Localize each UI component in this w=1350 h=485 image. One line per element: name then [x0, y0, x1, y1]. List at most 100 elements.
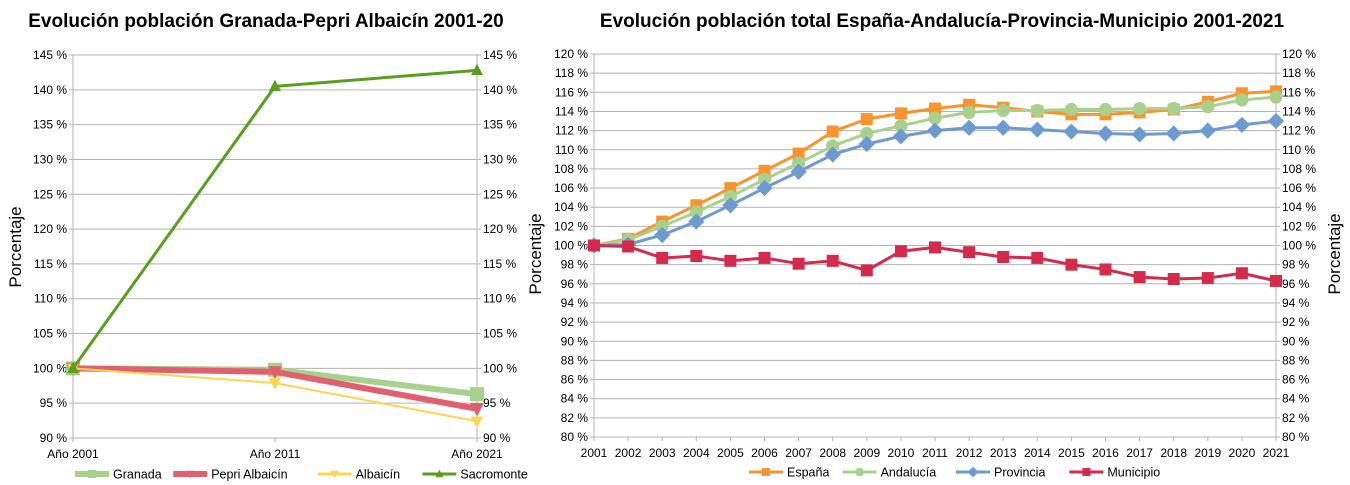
y-tick-label: 88 %	[561, 353, 589, 367]
x-axis: 2001 2002 2003 2004 2005 2006 2007 2008 2009 2010…	[581, 437, 1290, 460]
x-tick-label: 2013	[990, 446, 1017, 460]
legend-item: Sacromonte	[422, 468, 528, 482]
data-point	[622, 240, 635, 253]
y-tick-label: 130 %	[33, 152, 67, 166]
data-point	[722, 197, 739, 214]
legend-item: Municipio	[1069, 466, 1160, 480]
y-tick-label-right: 90 %	[1282, 334, 1310, 348]
y-tick-label: 94 %	[561, 296, 589, 310]
series-sacromonte	[67, 63, 483, 374]
data-point	[471, 63, 483, 76]
data-point	[1099, 263, 1112, 276]
y-tick-label-right: 145 %	[483, 48, 517, 62]
data-point	[724, 254, 737, 267]
y-tick-label-right: 104 %	[1282, 200, 1316, 214]
legend-item: Granada	[75, 468, 162, 482]
data-point	[894, 245, 907, 258]
y-tick-label: 110 %	[555, 143, 588, 157]
y-tick-label: 100 %	[554, 239, 588, 253]
data-point	[860, 113, 873, 126]
y-tick-label: 135 %	[33, 118, 67, 132]
y-tick-label: 108 %	[554, 162, 588, 176]
data-point	[67, 361, 79, 374]
y-tick-label: 82 %	[561, 411, 589, 425]
data-point	[995, 119, 1012, 136]
data-point	[1030, 103, 1044, 118]
data-point	[792, 257, 805, 270]
legend-label: Andalucía	[881, 466, 937, 480]
x-tick-label: 2001	[581, 446, 608, 460]
data-point	[688, 213, 705, 230]
data-point	[723, 190, 738, 204]
x-tick-label: 2017	[1126, 446, 1153, 460]
data-point	[758, 251, 771, 264]
data-point	[792, 147, 805, 160]
y-tick-label-right: 80 %	[1282, 430, 1310, 444]
x-tick-label: 2009	[853, 446, 880, 460]
x-tick-label: 2010	[888, 446, 915, 460]
y-tick-label: 120 %	[554, 47, 588, 61]
y-tick-label-right: 115 %	[483, 257, 516, 271]
y-tick-label-right: 106 %	[1282, 181, 1316, 195]
data-point	[1201, 100, 1215, 114]
data-point	[1131, 126, 1148, 143]
series-municipio	[588, 239, 1282, 287]
data-point	[756, 179, 773, 197]
y-tick-label: 104 %	[554, 200, 588, 214]
data-point	[471, 416, 483, 428]
y-tick-label: 86 %	[561, 373, 589, 387]
data-point	[1064, 102, 1078, 117]
y-tick-label-right: 82 %	[1282, 411, 1310, 425]
chart-granada-pepri: Evolución población Granada-Pepri Albaic…	[6, 11, 528, 482]
y-tick-label: 105 %	[33, 327, 67, 341]
y-tick-label-right: 96 %	[1282, 277, 1310, 291]
legend-label: Sacromonte	[460, 468, 527, 482]
data-point	[588, 239, 600, 252]
y-tick-label-right: 130 %	[483, 152, 517, 166]
y-tick-label: 92 %	[561, 315, 589, 329]
y-tick-label-right: 120 %	[483, 222, 517, 236]
legend-item: Provincia	[956, 466, 1045, 480]
y-axis-label-right: Porcentaje	[1325, 213, 1344, 294]
data-point	[996, 103, 1010, 118]
y-tick-label-right: 110 %	[483, 292, 516, 306]
chart-title: Evolución población total España-Andaluc…	[600, 11, 1285, 32]
y-tick-label-right: 120 %	[1282, 47, 1316, 61]
y-axis-left: 80 % 82 % 84 % 86 % 88 % 90 % 92 % 94 % 96 % 98 %…	[554, 47, 595, 444]
x-tick-label: 2004	[683, 446, 710, 460]
data-point	[1235, 93, 1249, 107]
data-point	[470, 403, 484, 417]
data-point	[929, 102, 941, 115]
data-point	[1065, 258, 1078, 271]
data-point	[894, 119, 908, 133]
y-tick-label: 96 %	[561, 277, 589, 291]
y-tick-label: 125 %	[33, 187, 67, 201]
legend-marker	[186, 470, 195, 479]
y-tick-label: 115 %	[34, 257, 67, 271]
y-tick-label: 90 %	[561, 334, 589, 348]
legend-label: Granada	[113, 468, 162, 482]
y-axis-label-left: Porcentaje	[526, 213, 545, 294]
x-tick-label: 2014	[1024, 446, 1051, 460]
y-tick-label-right: 110 %	[1282, 143, 1315, 157]
series-group	[66, 63, 484, 428]
legend-item: Albaicín	[317, 468, 401, 482]
y-tick-label-right: 118 %	[1282, 66, 1315, 80]
legend-marker	[855, 467, 864, 477]
data-point	[1097, 125, 1114, 142]
data-point	[892, 128, 909, 145]
x-tick-label: 2005	[717, 446, 744, 460]
data-point	[790, 163, 807, 180]
data-point	[757, 172, 772, 187]
data-point	[268, 366, 282, 380]
x-tick-label: Año 2021	[451, 447, 503, 461]
legend-label: Albaicín	[356, 468, 401, 482]
data-point	[860, 264, 873, 277]
legend: España Andalucía Provincia Municipio	[749, 466, 1160, 480]
x-tick-label: 2003	[649, 446, 676, 460]
legend-label: Pepri Albaicín	[211, 468, 287, 482]
data-point	[826, 125, 839, 138]
x-tick-label: 2016	[1092, 446, 1119, 460]
legend-item: Andalucía	[842, 466, 937, 480]
